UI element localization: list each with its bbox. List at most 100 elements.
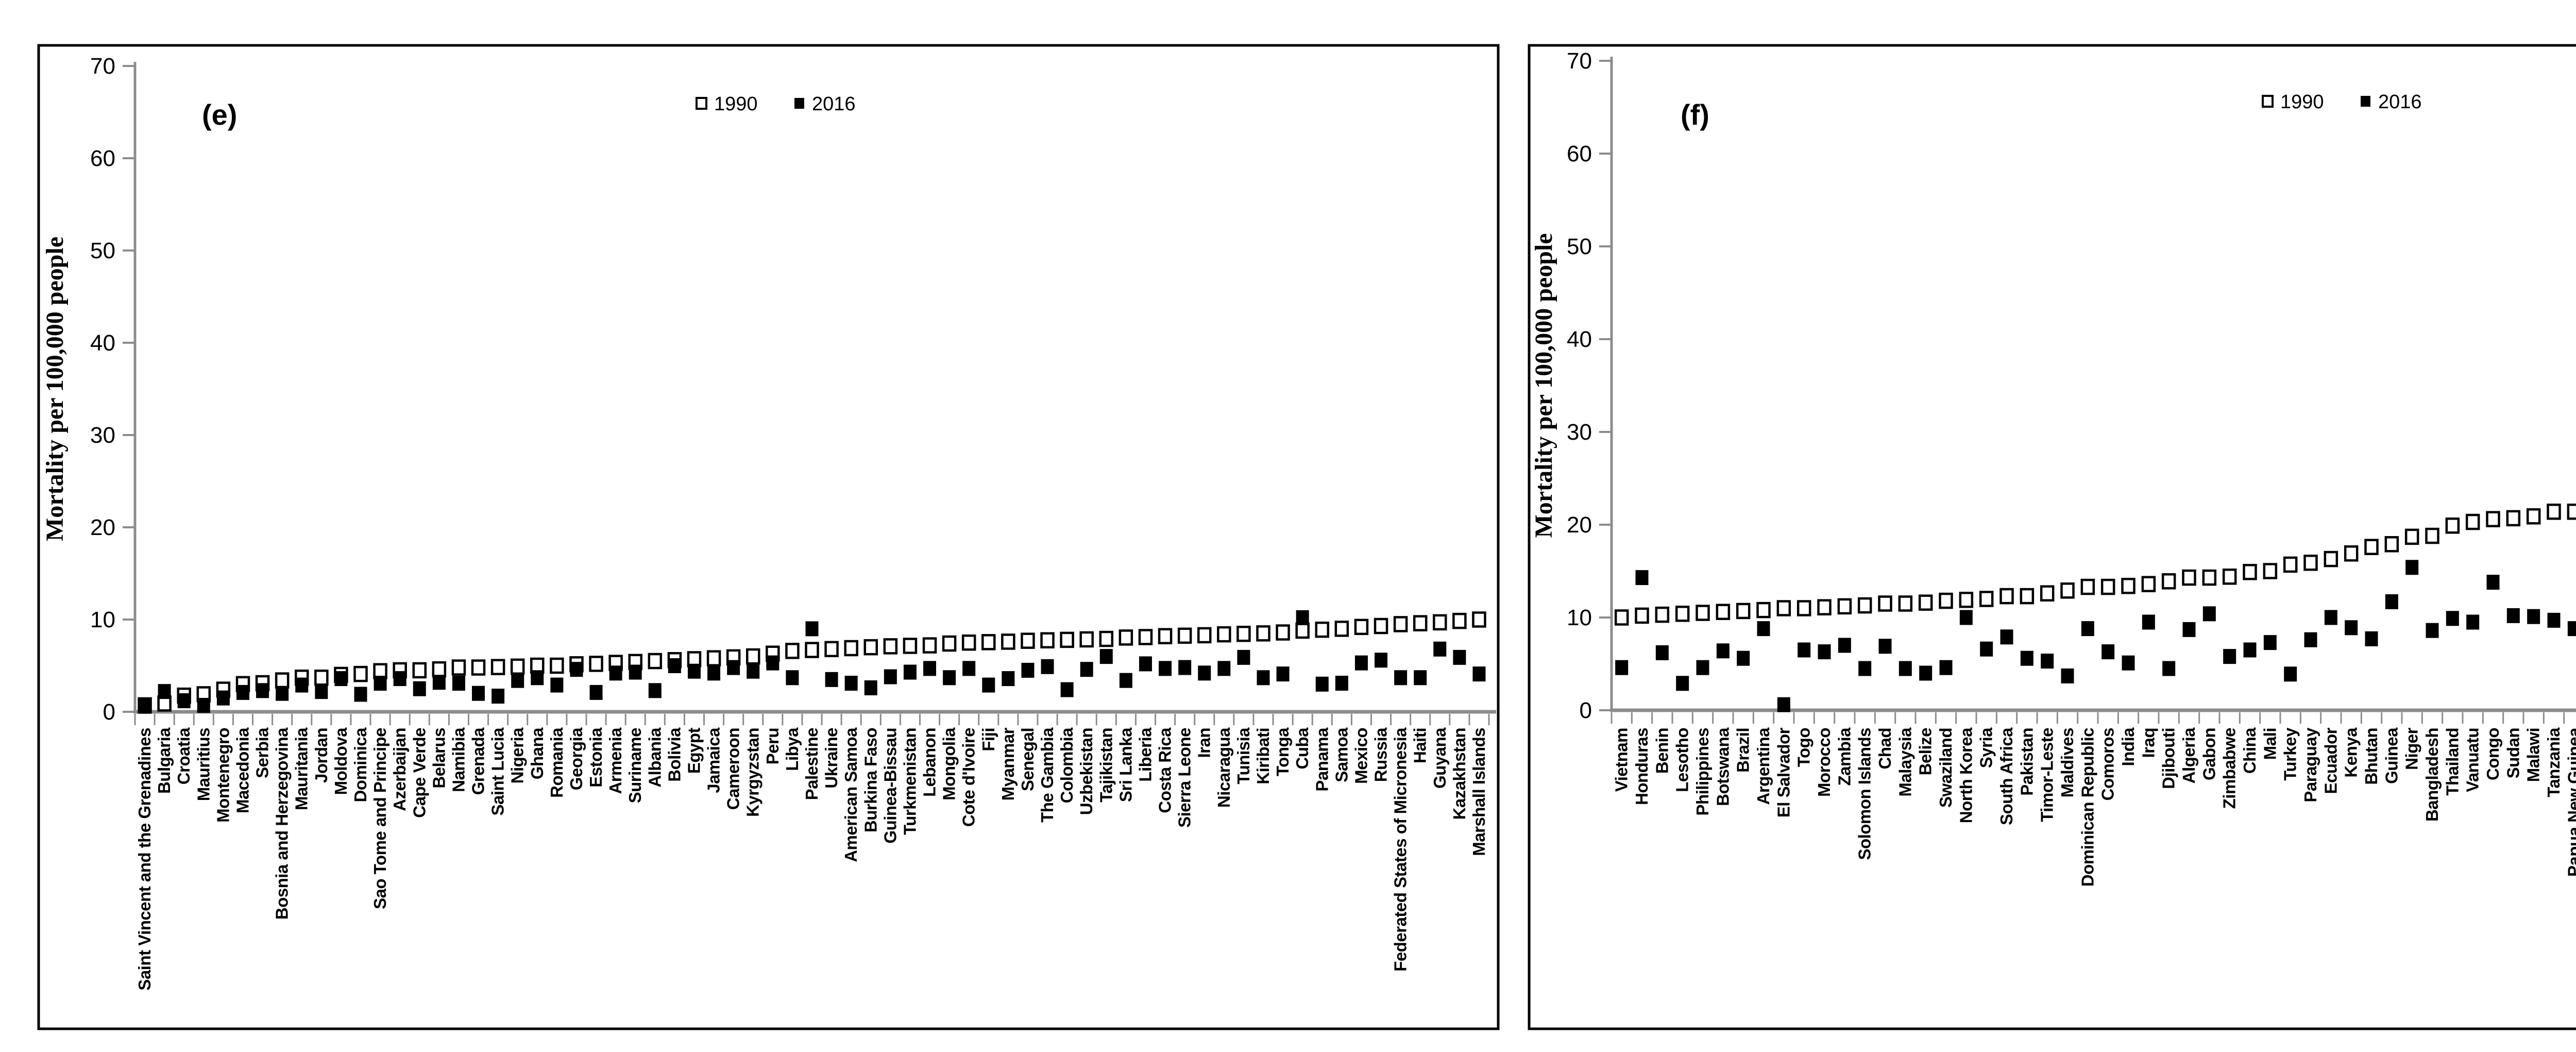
marker-2016-filled-square [1980,641,1993,657]
y-axis-title: Mortality per 100,000 people [41,237,69,541]
marker-1990-open-square [1797,600,1811,616]
marker-1990-open-square [863,639,878,656]
marker-2016-filled-square [2506,608,2520,623]
marker-2016-filled-square [236,684,249,700]
marker-1990-open-square [2121,578,2136,594]
marker-1990-open-square [2364,539,2379,555]
x-category-label: Belarus [429,728,448,789]
marker-2016-filled-square [1178,660,1192,675]
x-category-label: Zimbabwe [2220,728,2239,809]
marker-2016-filled-square [1080,662,1093,677]
marker-1990-open-square [1315,621,1330,638]
legend-1990-open-square-icon [2262,95,2274,108]
marker-1990-open-square [1939,592,1953,609]
marker-2016-filled-square [1737,650,1750,666]
x-category-label: Kenya [2342,727,2361,778]
marker-2016-filled-square [1021,662,1035,678]
marker-2016-filled-square [589,684,603,700]
marker-2016-filled-square [1716,643,1730,659]
x-category-label: Russia [1371,727,1391,782]
x-category-label: The Gambia [1038,727,1057,823]
x-category-label: Croatia [174,727,193,784]
marker-1990-open-square [1158,628,1173,644]
marker-1990-open-square [2202,569,2217,586]
marker-1990-open-square [1413,615,1428,631]
x-category-label: Mongolia [940,727,959,800]
marker-2016-filled-square [2081,621,2094,637]
x-category-label: Cameroon [724,728,743,810]
marker-2016-filled-square [1276,666,1290,682]
marker-1990-open-square [2324,550,2338,567]
marker-2016-filled-square [2263,635,2277,650]
x-category-label: Bhutan [2362,728,2381,785]
x-category-label: Saint Lucia [488,727,507,816]
marker-2016-filled-square [1959,610,1973,625]
marker-2016-filled-square [1858,661,1872,676]
x-category-label: American Samoa [841,727,860,862]
marker-2016-filled-square [1119,673,1132,688]
marker-1990-open-square [1138,629,1153,645]
marker-2016-filled-square [2547,612,2561,628]
marker-1990-open-square [2040,585,2055,602]
marker-1990-open-square [2526,508,2541,525]
marker-2016-filled-square [216,690,230,706]
chart-panel-e: 0 10 20 30 40 50 60 70 Saint Vincent and the Gre… [37,44,1500,1030]
x-category-label: Ghana [528,727,547,779]
marker-2016-filled-square [256,683,269,698]
marker-1990-open-square [550,657,564,674]
marker-1990-open-square [1959,592,1974,608]
marker-2016-filled-square [2020,650,2033,666]
x-category-label: Tanzania [2544,727,2563,797]
marker-1990-open-square [1776,600,1791,616]
x-category-label: Suriname [625,728,645,804]
x-category-label: Armenia [606,727,625,794]
marker-2016-filled-square [1838,638,1851,653]
legend-2016-label: 2016 [2378,91,2422,113]
marker-2016-filled-square [2061,668,2074,683]
x-category-label: Maldives [2058,728,2077,797]
marker-1990-open-square [824,641,839,658]
marker-1990-open-square [922,637,937,654]
marker-1990-open-square [785,643,800,659]
marker-1990-open-square [961,634,976,651]
x-category-label: North Korea [1956,727,1975,823]
x-category-label: Mauritania [292,727,311,810]
x-category-label: Romania [547,727,566,798]
marker-1990-open-square [1878,595,1892,612]
marker-2016-filled-square [2041,654,2054,669]
x-category-label: Lebanon [920,728,939,797]
marker-2016-filled-square [1217,661,1231,676]
marker-2016-filled-square [766,655,779,671]
marker-2016-filled-square [197,697,210,713]
marker-2016-filled-square [884,669,897,684]
marker-2016-filled-square [2345,620,2358,636]
marker-2016-filled-square [864,680,877,695]
marker-2016-filled-square [2102,644,2115,660]
marker-2016-filled-square [511,673,524,688]
x-category-label: Togo [1794,728,1814,767]
panel-letter: (e) [202,98,237,131]
legend-1990-label: 1990 [714,93,758,115]
x-category-label: Burkina Faso [861,728,880,832]
x-category-label: Palestine [802,728,821,800]
x-category-label: Malawi [2524,728,2543,782]
y-tick-label: 60 [90,146,115,171]
marker-2016-filled-square [1777,697,1790,712]
marker-1990-open-square [942,635,957,652]
marker-2016-filled-square [707,665,721,681]
marker-2016-filled-square [374,676,387,691]
y-tick-label: 10 [90,607,115,632]
legend-2016-label: 2016 [812,93,856,115]
marker-1990-open-square [2141,576,2156,592]
marker-1990-open-square [1099,630,1114,647]
marker-1990-open-square [510,658,525,675]
marker-1990-open-square [432,661,447,678]
marker-2016-filled-square [158,684,171,699]
marker-1990-open-square [2567,504,2576,520]
x-category-label: Thailand [2443,728,2462,796]
x-category-label: Algeria [2179,727,2198,784]
marker-2016-filled-square [334,671,348,687]
marker-2016-filled-square [472,686,485,701]
marker-1990-open-square [2020,588,2035,605]
x-category-label: Cape Verde [410,728,429,818]
